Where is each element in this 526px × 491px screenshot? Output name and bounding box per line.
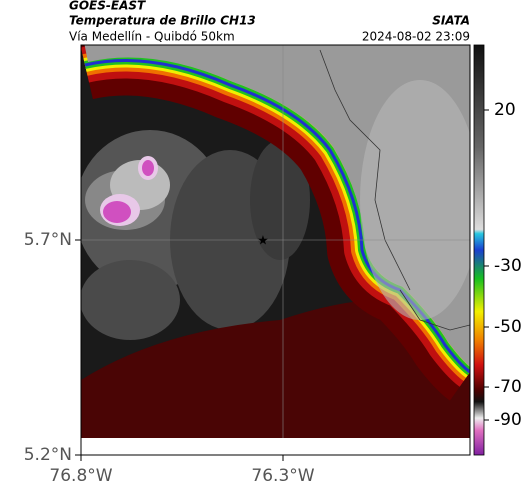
- map-frame: [80, 44, 471, 456]
- brightness-field: ★: [81, 45, 470, 438]
- colorbar-tick-label: -50: [494, 317, 522, 337]
- warm-region: [81, 300, 470, 438]
- gradient-band: [81, 45, 470, 401]
- lat-tick-label: 5.7°N: [24, 230, 72, 250]
- colorbar-tick-label: -90: [494, 410, 522, 430]
- colorbar-tick-label: -30: [494, 256, 522, 276]
- colorbar: [473, 44, 485, 456]
- route: Vía Medellín - Quibdó 50km: [69, 30, 235, 44]
- colorbar-tick-label: 20: [494, 100, 516, 120]
- cloud-texture: [81, 130, 310, 340]
- datetime: 2024-08-02 23:09: [362, 30, 470, 44]
- tick-group: 5.7°N 5.2°N76.8°W 76.3°W 20 -30 -50 -70 -90: [24, 100, 522, 486]
- satellite: GOES-EAST: [69, 0, 146, 13]
- lat-tick-label: 5.2°N: [24, 445, 72, 465]
- lon-tick-label: 76.3°W: [251, 466, 314, 486]
- station-marker: ★: [257, 234, 269, 249]
- lon-tick-label: 76.8°W: [49, 466, 112, 486]
- source: SIATA: [432, 14, 470, 28]
- product: Temperatura de Brillo CH13: [69, 14, 256, 28]
- colorbar-tick-label: -70: [494, 377, 522, 397]
- borders: [319, 49, 470, 331]
